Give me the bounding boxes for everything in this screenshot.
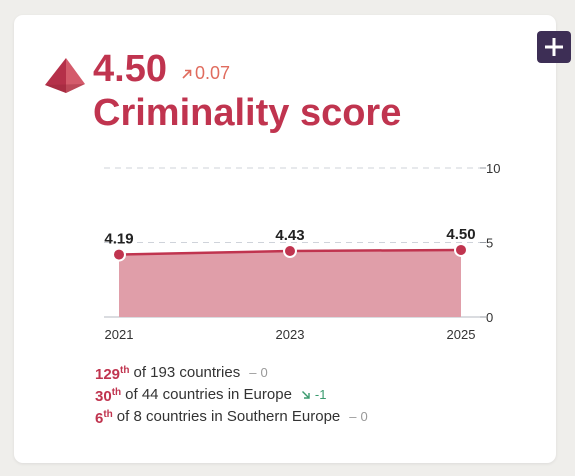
score-change-value: 0.07 [195,63,231,83]
ranking-text: of 8 countries in Southern Europe [116,408,341,425]
page-title: Criminality score [93,92,402,134]
ranking-text: of 44 countries in Europe [125,386,292,403]
score-value: 4.50 [93,48,167,90]
pyramid-icon [45,58,85,93]
data-point [112,247,126,262]
data-label: 4.19 [104,231,133,248]
x-tick-label: 2021 [105,327,134,342]
data-label: 4.50 [446,226,475,243]
ranking-delta: –0 [249,362,267,384]
x-tick-label: 2023 [276,327,305,342]
ranking-text: of 193 countries [133,364,241,381]
ranking-position: 6th [95,409,113,427]
ranking-southern-europe: 6th of 8 countries in Southern Europe –0 [95,406,368,428]
plus-icon [545,38,563,56]
add-button[interactable] [537,31,571,63]
ranking-world: 129th of 193 countries –0 [95,362,368,384]
ranking-delta: -1 [301,384,326,406]
rankings-list: 129th of 193 countries –0 30th of 44 cou… [95,362,368,428]
score-card [14,15,556,463]
y-tick-label: 0 [486,310,493,325]
arrow-up-right-icon [182,69,192,79]
data-point [454,242,468,257]
data-label: 4.43 [275,227,304,244]
y-tick-label: 10 [486,161,500,176]
ranking-position: 30th [95,387,122,405]
arrow-down-right-icon [301,391,310,399]
score-change: 0.07 [181,63,230,84]
x-tick-label: 2025 [447,327,476,342]
data-point [283,243,297,258]
ranking-europe: 30th of 44 countries in Europe -1 [95,384,368,406]
area-fill [119,249,461,317]
ranking-position: 129th [95,365,130,383]
dash-icon: – [249,365,257,380]
ranking-delta: –0 [349,406,367,428]
dash-icon: – [349,409,357,424]
y-tick-label: 5 [486,236,493,251]
